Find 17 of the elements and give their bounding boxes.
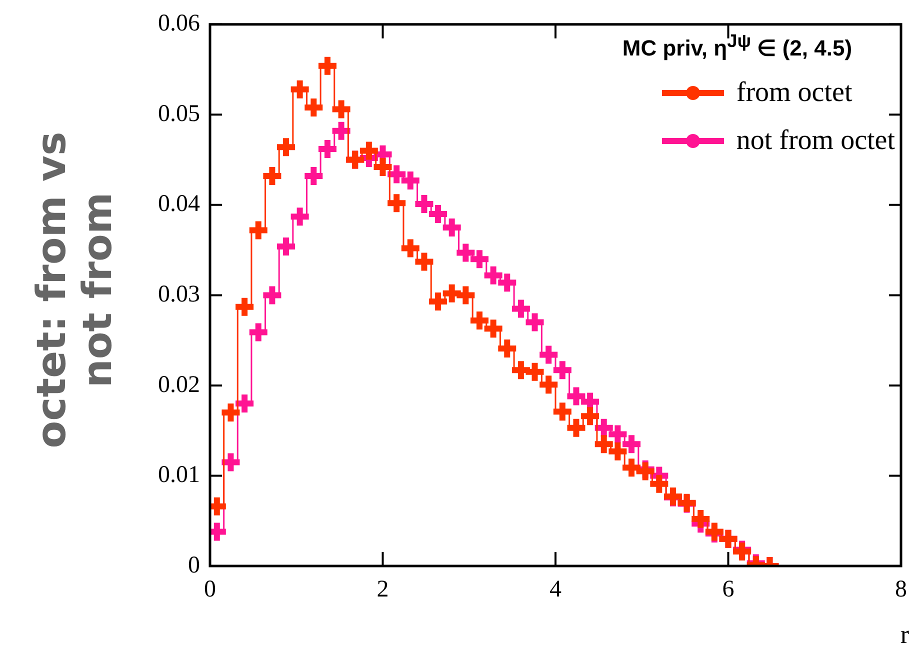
legend-title: MC priv, η$^{Jψ}$ ∈ (2, 4.5): [622, 30, 854, 62]
y-axis-title: octet: from vs not from: [29, 130, 121, 450]
y-tick-label: 0.04: [158, 191, 200, 218]
y-tick-label: 0.01: [158, 462, 200, 488]
x-axis-title: r: [900, 620, 909, 650]
y-tick-label: 0.06: [158, 10, 200, 37]
y-tick-label: 0.05: [158, 100, 200, 127]
legend-label: not from octet: [736, 125, 895, 158]
y-tick-label: 0: [188, 552, 200, 578]
y-tick-label: 0.03: [158, 281, 200, 308]
x-tick-label: 6: [722, 576, 734, 603]
y-tick-label: 0.02: [158, 372, 200, 398]
x-tick-label: 0: [204, 576, 216, 603]
x-tick-label: 8: [895, 576, 907, 603]
legend-label: from octet: [736, 77, 852, 110]
x-tick-label: 4: [550, 576, 562, 603]
x-tick-label: 2: [376, 576, 389, 603]
